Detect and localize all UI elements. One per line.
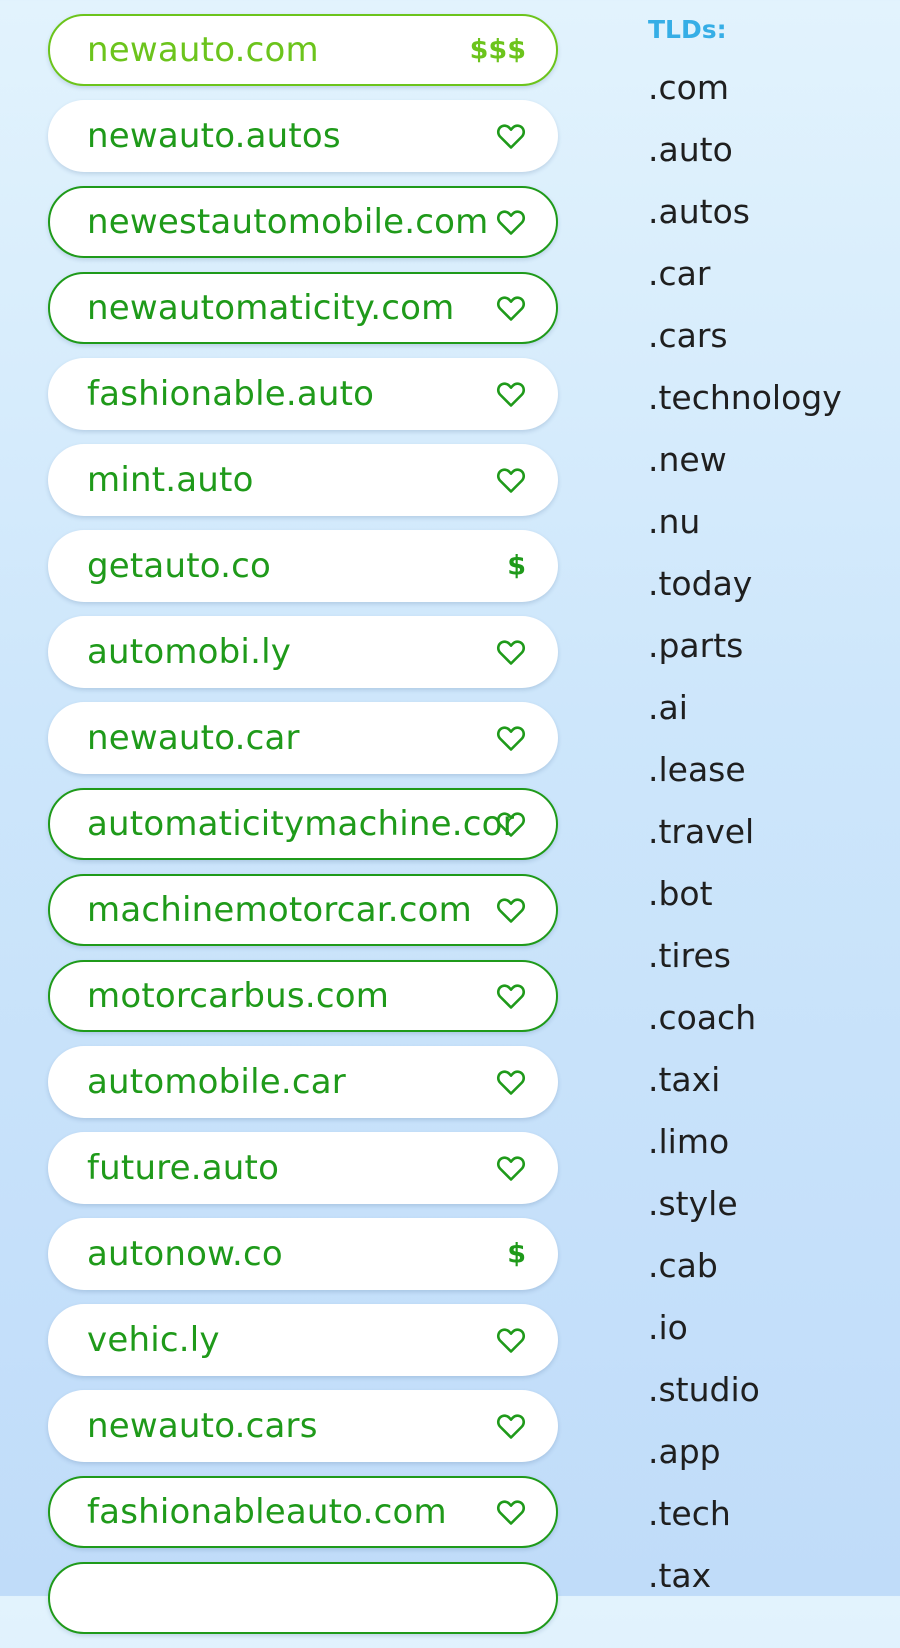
domain-suggestion[interactable]: automobile.car	[48, 1046, 558, 1118]
tld-item[interactable]: .nu	[648, 502, 701, 541]
heart-icon[interactable]	[496, 982, 526, 1010]
domain-suggestion-list: newauto.com $$$ newauto.autos newestautomob…	[48, 14, 558, 1648]
heart-icon[interactable]	[496, 380, 526, 408]
domain-suggestion[interactable]: autonow.co $	[48, 1218, 558, 1290]
domain-suggestion[interactable]: newauto.cars	[48, 1390, 558, 1462]
heart-icon[interactable]	[496, 1498, 526, 1526]
tld-list: .com .auto .autos .car .cars .technology .new.…	[648, 57, 888, 1607]
domain-name: getauto.co	[87, 546, 272, 586]
tld-item[interactable]: .lease	[648, 750, 746, 789]
price-badge: $	[507, 1238, 526, 1270]
domain-suggestion[interactable]	[48, 1562, 558, 1634]
tld-item[interactable]: .taxi	[648, 1060, 721, 1099]
tld-item[interactable]: .studio	[648, 1370, 760, 1409]
heart-icon[interactable]	[496, 638, 526, 666]
domain-suggestion[interactable]: mint.auto	[48, 444, 558, 516]
domain-suggestion[interactable]: vehic.ly	[48, 1304, 558, 1376]
domain-suggestion[interactable]: machinemotorcar.com	[48, 874, 558, 946]
domain-suggestion[interactable]: automaticitymachine.com	[48, 788, 558, 860]
tld-item[interactable]: .app	[648, 1432, 721, 1471]
domain-name: newestautomobile.com	[87, 202, 489, 242]
domain-name: machinemotorcar.com	[87, 890, 473, 930]
domain-name: fashionable.auto	[87, 374, 375, 414]
tld-item[interactable]: .today	[648, 564, 753, 603]
domain-name: fashionableauto.com	[87, 1492, 447, 1532]
tld-item[interactable]: .io	[648, 1308, 688, 1347]
heart-icon[interactable]	[496, 724, 526, 752]
tld-item[interactable]: .car	[648, 254, 711, 293]
heart-icon[interactable]	[496, 896, 526, 924]
tld-item[interactable]: .cab	[648, 1246, 718, 1285]
price-badge: $$$	[469, 34, 526, 66]
heart-icon[interactable]	[496, 122, 526, 150]
domain-suggestion[interactable]: newauto.autos	[48, 100, 558, 172]
domain-suggestion[interactable]: getauto.co $	[48, 530, 558, 602]
domain-name: newauto.com	[87, 30, 319, 70]
tld-item[interactable]: .autos	[648, 192, 750, 231]
domain-name: vehic.ly	[87, 1320, 220, 1360]
domain-name: automobile.car	[87, 1062, 346, 1102]
tld-item[interactable]: .new	[648, 440, 727, 479]
tld-item[interactable]: .technology	[648, 378, 842, 417]
domain-suggestion[interactable]: newauto.com $$$	[48, 14, 558, 86]
tld-item[interactable]: .tax	[648, 1556, 712, 1595]
price-badge: $	[507, 550, 526, 582]
domain-name: automaticitymachine.com	[87, 804, 514, 844]
tld-item[interactable]: .tech	[648, 1494, 731, 1533]
domain-suggestion[interactable]: motorcarbus.com	[48, 960, 558, 1032]
domain-name: motorcarbus.com	[87, 976, 390, 1016]
tld-item[interactable]: .limo	[648, 1122, 730, 1161]
heart-icon[interactable]	[496, 466, 526, 494]
tld-panel: TLDs: .com .auto .autos .car .cars .technolog…	[648, 14, 888, 1607]
heart-icon[interactable]	[496, 810, 526, 838]
domain-suggestion[interactable]: newautomaticity.com	[48, 272, 558, 344]
heart-icon[interactable]	[496, 208, 526, 236]
tld-item[interactable]: .auto	[648, 130, 733, 169]
heart-icon[interactable]	[496, 294, 526, 322]
tld-item[interactable]: .parts	[648, 626, 744, 665]
tld-item[interactable]: .tires	[648, 936, 731, 975]
domain-name: newauto.car	[87, 718, 300, 758]
domain-name: automobi.ly	[87, 632, 292, 672]
tld-item[interactable]: .coach	[648, 998, 757, 1037]
heart-icon[interactable]	[496, 1326, 526, 1354]
domain-name: newauto.autos	[87, 116, 341, 156]
domain-name: newauto.cars	[87, 1406, 318, 1446]
tld-item[interactable]: .style	[648, 1184, 738, 1223]
heart-icon[interactable]	[496, 1412, 526, 1440]
tld-item[interactable]: .bot	[648, 874, 713, 913]
tld-item[interactable]: .travel	[648, 812, 755, 851]
domain-suggestion[interactable]: fashionableauto.com	[48, 1476, 558, 1548]
heart-icon[interactable]	[496, 1154, 526, 1182]
heart-icon[interactable]	[496, 1068, 526, 1096]
domain-name: autonow.co	[87, 1234, 283, 1274]
tld-item[interactable]: .cars	[648, 316, 728, 355]
domain-name: mint.auto	[87, 460, 254, 500]
domain-name: future.auto	[87, 1148, 280, 1188]
tld-item[interactable]: .com	[648, 68, 729, 107]
domain-suggestion[interactable]: newauto.car	[48, 702, 558, 774]
tld-item[interactable]: .ai	[648, 688, 688, 727]
domain-suggestion[interactable]: future.auto	[48, 1132, 558, 1204]
domain-suggestion[interactable]: automobi.ly	[48, 616, 558, 688]
tld-heading: TLDs:	[648, 15, 727, 44]
domain-name: newautomaticity.com	[87, 288, 455, 328]
domain-suggestion[interactable]: fashionable.auto	[48, 358, 558, 430]
domain-suggestion[interactable]: newestautomobile.com	[48, 186, 558, 258]
